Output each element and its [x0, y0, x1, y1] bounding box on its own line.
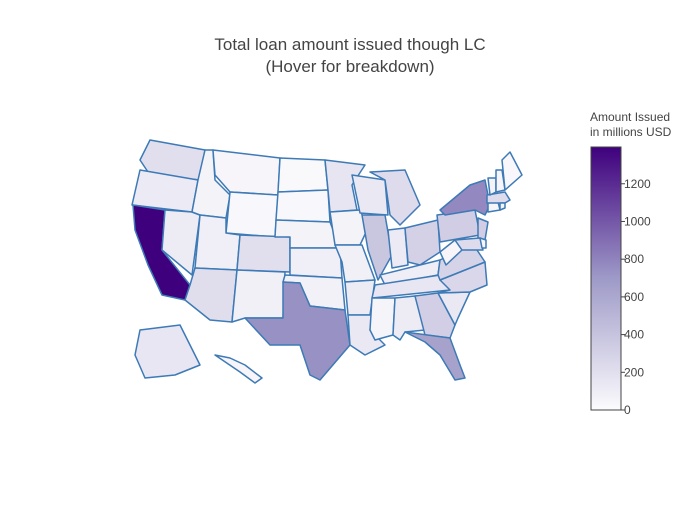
state — [369, 169, 421, 226]
colorbar-title: in millions USD — [590, 125, 672, 139]
state — [486, 191, 511, 204]
state — [351, 174, 389, 216]
state — [277, 157, 329, 193]
colorbar — [590, 146, 622, 411]
colorbar-tick-label: 0 — [624, 403, 631, 417]
state — [404, 219, 441, 266]
state — [361, 214, 393, 281]
state — [454, 237, 484, 251]
state — [487, 177, 497, 196]
state — [414, 292, 456, 339]
state — [344, 279, 376, 316]
state — [275, 189, 331, 223]
state — [501, 151, 523, 191]
colorbar-tick-label: 400 — [624, 328, 644, 342]
state — [236, 234, 291, 273]
state — [404, 331, 466, 381]
state — [231, 269, 286, 323]
state — [244, 281, 351, 381]
state — [329, 209, 369, 246]
state — [225, 191, 279, 238]
chart-title: Total loan amount issued though LC — [214, 35, 485, 54]
state — [184, 267, 238, 323]
state — [499, 202, 506, 211]
state — [369, 297, 396, 341]
state — [161, 209, 201, 276]
state — [477, 217, 489, 241]
colorbar-tick-label: 800 — [624, 252, 644, 266]
colorbar-tick-label: 1000 — [624, 214, 651, 228]
colorbar-tick-label: 1200 — [624, 177, 651, 191]
colorbar-title: Amount Issued — [590, 110, 670, 124]
states — [131, 139, 523, 384]
state — [214, 354, 263, 384]
state — [479, 237, 487, 249]
chart-subtitle: (Hover for breakdown) — [265, 57, 434, 76]
state — [134, 324, 201, 379]
state — [436, 209, 481, 243]
colorbar-tick-label: 200 — [624, 365, 644, 379]
state — [387, 227, 409, 269]
state — [289, 247, 343, 279]
colorbar-tick-label: 600 — [624, 290, 644, 304]
state — [439, 179, 491, 216]
